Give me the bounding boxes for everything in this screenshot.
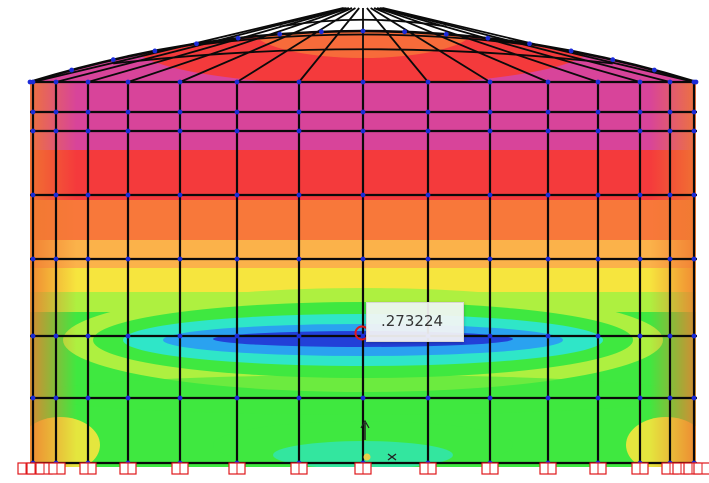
support-icon xyxy=(419,462,437,475)
support-icon xyxy=(171,462,189,475)
support-icon xyxy=(290,462,308,475)
roof-frame xyxy=(29,7,697,84)
support-icon xyxy=(693,462,709,475)
support-icon xyxy=(481,462,499,475)
support-icon xyxy=(79,462,97,475)
support-icon xyxy=(589,462,607,475)
value-tooltip: .273224 xyxy=(366,302,464,342)
probe-value: .273224 xyxy=(381,312,444,330)
support-icon xyxy=(539,462,557,475)
base-supports xyxy=(17,462,709,475)
support-icon xyxy=(631,462,649,475)
support-icon xyxy=(119,462,137,475)
support-icon xyxy=(228,462,246,475)
support-icon xyxy=(354,462,372,475)
axis-icon xyxy=(360,419,397,461)
support-icon xyxy=(48,462,66,475)
